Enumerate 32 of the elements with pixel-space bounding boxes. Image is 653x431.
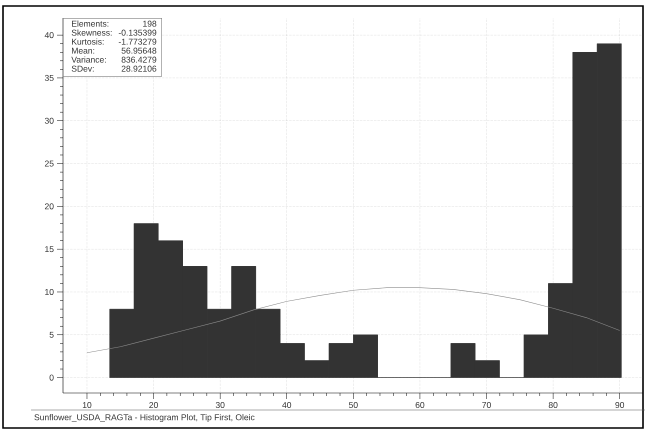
y-tick-label: 40 — [44, 32, 54, 38]
y-tick-label: 5 — [50, 332, 54, 338]
x-tick-label: 80 — [548, 402, 558, 408]
y-tick-label: 10 — [45, 288, 54, 295]
x-tick-label: 70 — [482, 402, 491, 408]
annotation: Elements: — [72, 20, 108, 27]
x-tick-label: 20 — [149, 402, 158, 408]
x-tick-label: 90 — [615, 402, 624, 408]
annotation: -0.135399 — [118, 30, 156, 36]
annotation: SDev: — [72, 66, 94, 72]
y-tick-label: 0 — [50, 374, 54, 381]
line-series — [86, 287, 620, 354]
annotation: 28.92106 — [122, 66, 156, 72]
annotation: 836.4279 — [122, 56, 156, 63]
y-tick-label: 35 — [44, 74, 54, 81]
annotation: Variance: — [71, 56, 106, 63]
x-tick-label: 30 — [216, 402, 225, 408]
y-tick-label: 20 — [44, 203, 54, 210]
y-tick-label: 30 — [44, 118, 54, 124]
x-tick-label: 50 — [348, 402, 358, 408]
x-tick-label: 60 — [416, 402, 424, 408]
text: Sunflower_USDA_RAGTa - Histogram Plot, Tip First, Oleic — [34, 414, 255, 422]
annotation: 198 — [143, 20, 156, 27]
y-tick-label: 25 — [44, 160, 54, 167]
annotation: Mean: — [72, 48, 94, 54]
x-tick-label: 10 — [82, 402, 92, 408]
y-tick-label: 15 — [45, 246, 54, 252]
annotation: Skewness: — [72, 29, 112, 36]
x-tick-label: 40 — [282, 402, 292, 408]
annotation: Kurtosis: — [72, 38, 104, 45]
annotation: -1.773279 — [118, 38, 156, 45]
annotation: 56.95648 — [122, 48, 156, 54]
